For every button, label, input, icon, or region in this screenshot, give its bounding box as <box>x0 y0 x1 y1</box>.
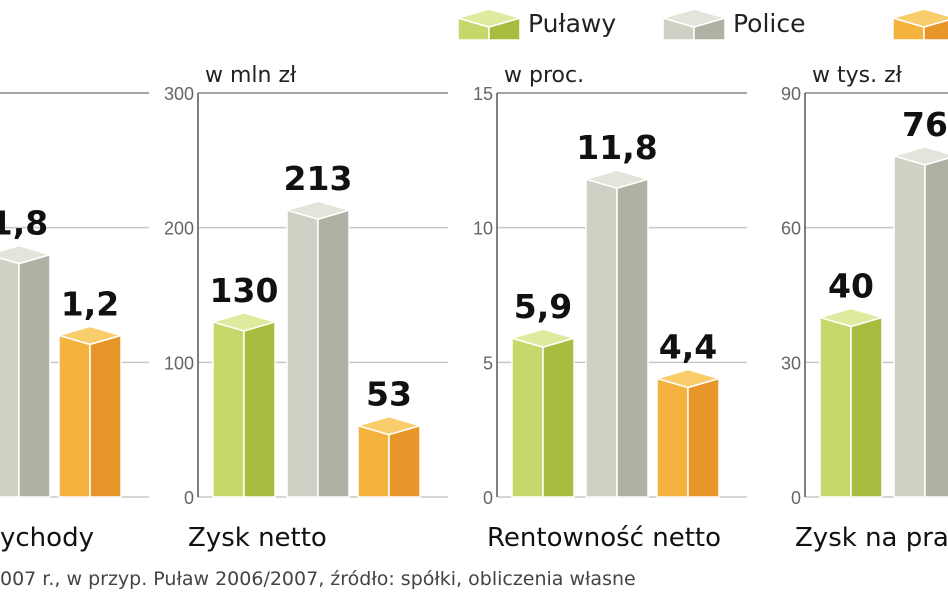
bar-t-top <box>355 415 423 436</box>
bar-puławy <box>509 328 577 498</box>
value-label: 76 <box>902 105 948 144</box>
y-tick-label: 200 <box>164 219 194 239</box>
value-label: 53 <box>366 375 412 414</box>
bar-puławy <box>210 312 278 498</box>
bar-police-front-right <box>924 157 948 498</box>
category-label: ychody <box>0 523 94 553</box>
value-label: 40 <box>828 266 874 305</box>
bar-police <box>284 200 352 498</box>
value-label: 1,2 <box>61 284 119 323</box>
bar-police-front-left <box>0 257 20 498</box>
panel-0: złychody1,81,2 <box>0 92 149 553</box>
category-label: Zysk netto <box>188 523 327 553</box>
y-tick-label: 0 <box>483 488 493 508</box>
value-label: 11,8 <box>576 128 657 167</box>
bar-police-front-right <box>18 253 51 498</box>
bar-police-top <box>891 146 948 166</box>
y-tick-label: 10 <box>473 219 493 239</box>
bar-t-front-left <box>656 377 689 498</box>
legend: PuławyPoliceT <box>455 8 948 41</box>
bar-t-top <box>654 368 722 389</box>
bar-puławy-front-left <box>819 316 852 498</box>
y-tick-label: 30 <box>781 353 801 373</box>
legend-label-0: Puławy <box>528 9 616 38</box>
bar-t-front-left <box>58 334 91 498</box>
bar-t-front-left <box>357 424 390 498</box>
footnote: 007 r., w przyp. Puław 2006/2007, źródło… <box>0 568 636 590</box>
value-label: 4,4 <box>659 327 717 366</box>
bar-puławy-front-right <box>542 337 575 498</box>
bar-puławy-front-left <box>212 320 245 498</box>
bar-puławy-front-right <box>243 320 276 498</box>
value-label: 5,9 <box>514 287 572 326</box>
unit-label: w tys. zł <box>812 63 903 88</box>
y-tick-label: 300 <box>164 84 194 104</box>
bar-police-front-left <box>286 209 319 498</box>
y-tick-label: 100 <box>164 353 194 373</box>
legend-swatch-1-top <box>660 8 728 28</box>
category-label: Zysk na pra <box>795 523 948 553</box>
panel-3: 0 30 60 90 w tys. zł Zysk na pra 40 76 <box>781 63 948 553</box>
bar-police-top <box>284 200 352 220</box>
legend-swatch-0 <box>455 8 523 41</box>
bar-t <box>654 368 722 498</box>
category-label: Rentowność netto <box>487 523 721 553</box>
bar-puławy-top <box>210 312 278 332</box>
panel-1: 0 100 200 300 w mln zł Zysk netto 130 213 53 <box>164 63 448 553</box>
bar-puławy <box>817 307 885 498</box>
y-tick-label: 90 <box>781 84 801 104</box>
y-tick-label: 15 <box>473 84 493 104</box>
y-tick-label: 60 <box>781 219 801 239</box>
bar-t-top <box>56 325 124 346</box>
bar-puławy-front-right <box>850 316 883 498</box>
value-label: 1,8 <box>0 204 48 243</box>
bar-police-front-left <box>585 178 618 498</box>
value-label: 130 <box>210 271 279 310</box>
bar-police-front-right <box>317 209 350 498</box>
legend-swatch-0-top <box>455 8 523 28</box>
y-tick-label: 0 <box>184 488 194 508</box>
bar-police-top <box>0 244 53 265</box>
bar-t <box>355 415 423 498</box>
legend-swatch-2 <box>890 8 948 41</box>
value-label: 213 <box>284 159 353 198</box>
panel-2: 0 5 10 15 w proc. Rentowność netto 5,9 11,8 4,4 <box>473 63 747 553</box>
y-tick-label: 0 <box>791 488 801 508</box>
y-tick-label: 5 <box>483 353 493 373</box>
bar-police <box>891 146 948 498</box>
bar-police <box>0 244 53 498</box>
bar-puławy-front-left <box>511 337 544 498</box>
legend-swatch-1 <box>660 8 728 41</box>
bar-t <box>56 325 124 498</box>
unit-label: w mln zł <box>205 63 297 88</box>
unit-label: w proc. <box>504 63 584 88</box>
legend-label-1: Police <box>733 9 806 38</box>
bar-police <box>583 169 651 498</box>
bar-police-front-left <box>893 154 926 498</box>
legend-swatch-2-top <box>890 8 948 28</box>
bar-puławy-top <box>509 328 577 348</box>
bar-police-front-right <box>616 178 649 498</box>
bar-t-front-right <box>89 334 122 498</box>
bar-t-front-right <box>687 377 720 498</box>
bar-t-front-right <box>388 424 421 498</box>
bar-puławy-top <box>817 307 885 328</box>
bar-police-top <box>583 169 651 189</box>
